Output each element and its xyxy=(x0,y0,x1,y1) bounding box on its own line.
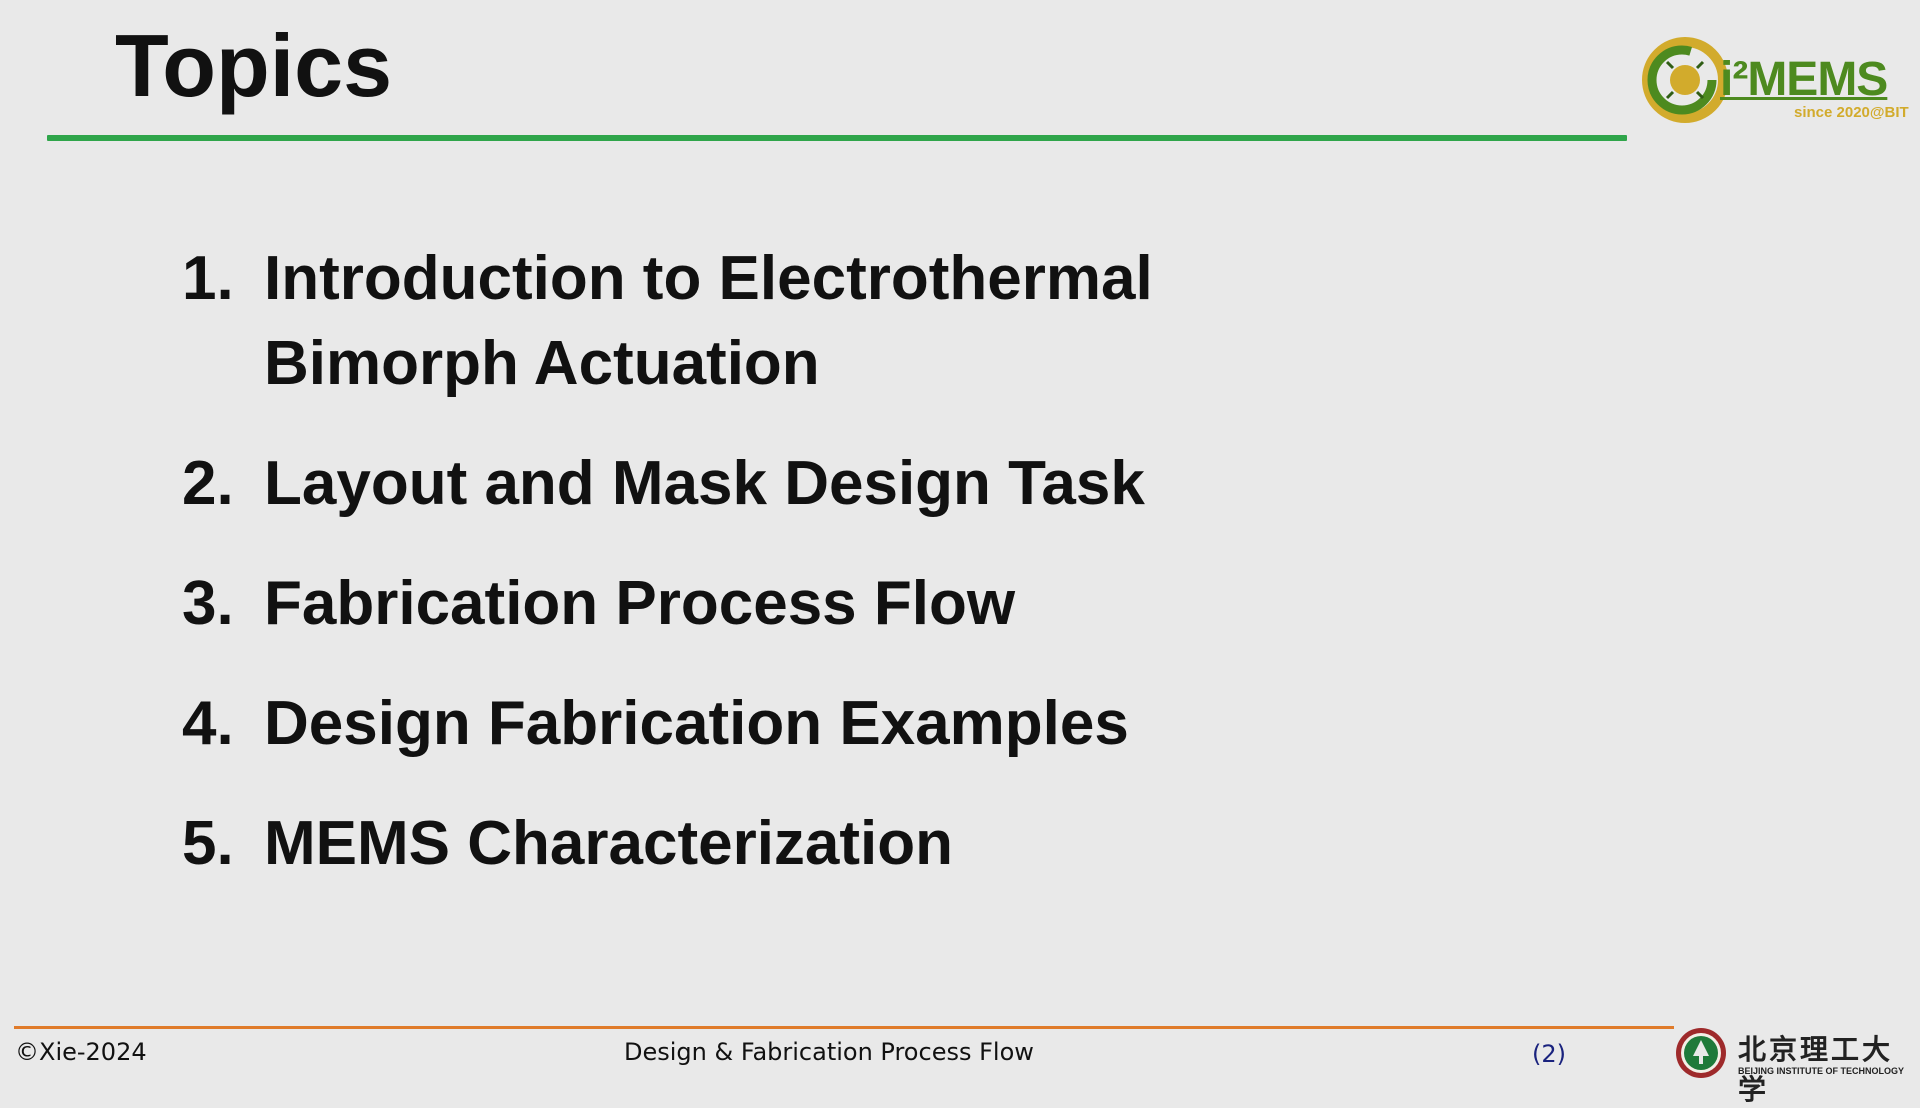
topic-text: Design Fabrication Examples xyxy=(264,689,1129,758)
topic-text: Fabrication Process Flow xyxy=(264,569,1016,638)
footer-copyright: ©Xie-2024 xyxy=(15,1038,147,1066)
topic-item: 5. MEMS Characterization xyxy=(182,801,1382,886)
topic-number: 4. xyxy=(182,689,234,758)
topic-number: 3. xyxy=(182,569,234,638)
topic-item: 3. Fabrication Process Flow xyxy=(182,561,1382,646)
topic-number: 1. xyxy=(182,244,234,313)
slide-title: Topics xyxy=(115,16,393,115)
footer-course-title: Design & Fabrication Process Flow xyxy=(624,1038,1034,1066)
topic-text: Introduction to Electrothermal Bimorph A… xyxy=(264,244,1153,398)
topic-text: Layout and Mask Design Task xyxy=(264,449,1145,518)
university-name-cn: 北京理工大学 xyxy=(1738,1033,1894,1106)
i2mems-logo-tagline: since 2020@BIT xyxy=(1794,104,1909,121)
university-name-en: BEIJING INSTITUTE OF TECHNOLOGY xyxy=(1738,1066,1905,1076)
i2mems-logo-icon xyxy=(1642,37,1728,123)
university-logo: 北京理工大学 BEIJING INSTITUTE OF TECHNOLOGY xyxy=(1672,1026,1920,1106)
footer-divider xyxy=(14,1026,1674,1029)
university-seal-icon xyxy=(1676,1028,1726,1078)
page-number: (2) xyxy=(1532,1040,1566,1068)
topic-number: 2. xyxy=(182,449,234,518)
title-underline xyxy=(47,135,1627,141)
topic-item: 1. Introduction to Electrothermal Bimorp… xyxy=(182,236,1382,406)
topic-item: 2. Layout and Mask Design Task xyxy=(182,441,1382,526)
topic-list: 1. Introduction to Electrothermal Bimorp… xyxy=(182,236,1382,921)
topic-number: 5. xyxy=(182,809,234,878)
i2mems-logo: i²MEMS since 2020@BIT xyxy=(1640,32,1915,132)
topic-item: 4. Design Fabrication Examples xyxy=(182,681,1382,766)
i2mems-logo-text: i²MEMS xyxy=(1720,53,1888,106)
topic-text: MEMS Characterization xyxy=(264,809,954,878)
